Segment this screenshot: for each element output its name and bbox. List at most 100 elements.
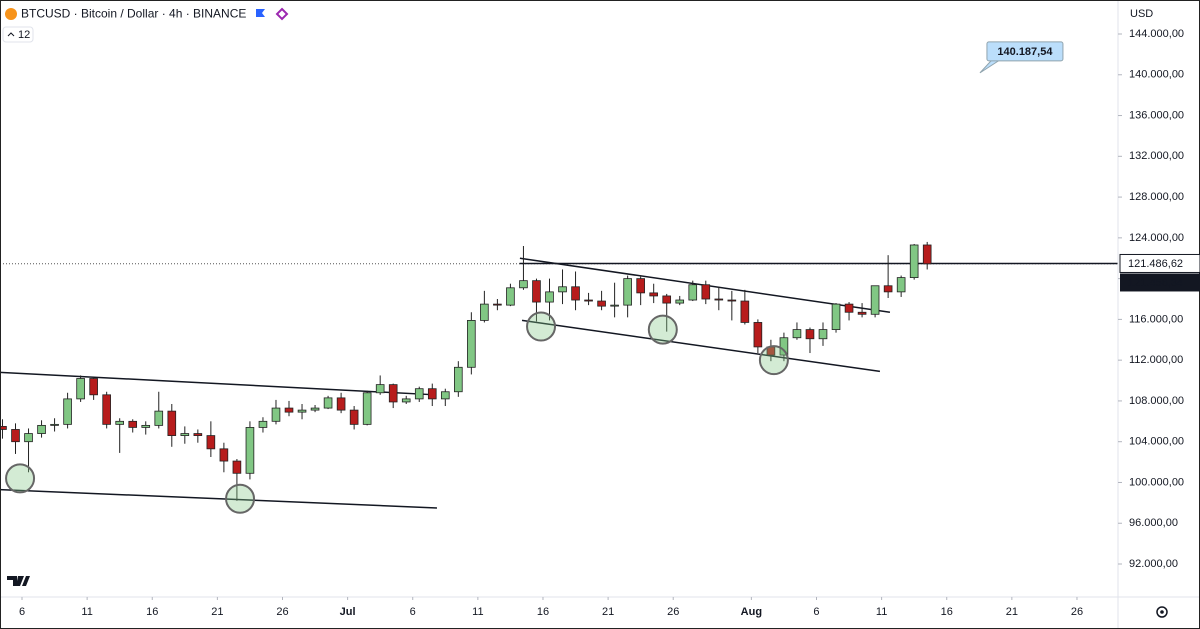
candle-body <box>154 410 164 426</box>
y-tick-label: 92.000,00 <box>1129 558 1178 570</box>
candle-body <box>467 320 476 368</box>
candle-body <box>167 410 177 436</box>
candle-body <box>740 300 750 323</box>
x-tick-label: 6 <box>813 606 819 618</box>
x-tick-label: 6 <box>19 606 25 618</box>
settings-icon-center <box>1160 610 1164 614</box>
y-tick-label: 104.000,00 <box>1129 436 1184 448</box>
candle-body <box>50 423 59 426</box>
symbol-title: BTCUSD · Bitcoin / Dollar · 4h · BINANCE <box>21 7 246 21</box>
candle-body <box>857 311 867 315</box>
candle-body <box>310 407 320 411</box>
candle-body <box>0 426 7 430</box>
last-price-box <box>1120 273 1200 292</box>
candle-body <box>63 398 72 425</box>
caret <box>7 32 15 37</box>
candle-body <box>623 278 632 306</box>
candle-body <box>649 292 658 297</box>
y-tick-label: 136.000,00 <box>1129 109 1184 121</box>
candle-body <box>701 284 711 300</box>
candle-body <box>180 433 190 436</box>
candle-body <box>571 286 580 301</box>
candle-body <box>558 286 567 293</box>
x-tick-label: 21 <box>1006 606 1018 618</box>
trendline <box>0 371 436 396</box>
y-tick-label: 116.000,00 <box>1129 313 1183 325</box>
x-tick-label: 21 <box>211 606 223 618</box>
indicator-count: 12 <box>18 29 30 41</box>
callout-label: 140.187,54 <box>997 46 1053 58</box>
candle-body <box>388 384 398 403</box>
settings-icon[interactable] <box>1156 606 1168 618</box>
x-tick-label: 26 <box>276 606 288 618</box>
candle-body <box>362 392 372 425</box>
candle-body <box>688 284 698 301</box>
x-tick-label: 26 <box>667 606 679 618</box>
x-tick-label: 21 <box>602 606 614 618</box>
indicator-box[interactable] <box>2 26 34 43</box>
candle-body <box>336 397 346 411</box>
candle-body <box>753 322 763 348</box>
price-label-box <box>1119 253 1200 273</box>
candle-body <box>89 378 98 396</box>
x-tick-label: 16 <box>941 606 953 618</box>
candle-body <box>532 280 541 303</box>
y-tick-label: 112.000,00 <box>1129 354 1183 366</box>
candle-body <box>427 388 437 400</box>
candle-body <box>493 303 502 306</box>
candle-body <box>128 420 138 428</box>
plot-area <box>0 241 1118 514</box>
candle-body <box>232 460 242 474</box>
y-tick-label: 124.000,00 <box>1129 232 1184 244</box>
candle-body <box>271 407 281 422</box>
candle-body <box>792 329 802 339</box>
y-tick-label: 144.000,00 <box>1129 28 1184 40</box>
pivot-marker <box>5 463 36 494</box>
last-price-label: 121.456,34 <box>1128 277 1183 289</box>
candle-body <box>414 388 424 400</box>
candle-body <box>323 397 333 409</box>
x-tick-label: Jul <box>340 606 356 618</box>
flag-icon[interactable] <box>256 9 265 17</box>
candle-body <box>922 244 932 265</box>
candle-body <box>896 277 906 293</box>
price-label: 121.486,62 <box>1128 258 1183 270</box>
candle-body <box>24 433 33 443</box>
currency: USD <box>1130 8 1153 20</box>
candle-body <box>662 295 672 304</box>
x-tick-label: Aug <box>741 606 762 618</box>
candle-body <box>440 391 450 400</box>
candle-body <box>519 280 528 289</box>
pivot-marker <box>758 345 789 376</box>
candle-body <box>297 409 307 413</box>
candle-body <box>844 303 854 313</box>
candle-body <box>454 366 463 393</box>
candle-body <box>284 407 294 413</box>
x-tick-label: 6 <box>410 606 416 618</box>
candle-body <box>245 427 255 474</box>
y-tick-label: 140.000,00 <box>1129 69 1184 81</box>
candle-body <box>401 398 411 403</box>
candle-body <box>102 394 111 425</box>
callout-box <box>986 41 1064 62</box>
candle-body <box>675 299 685 304</box>
candle-body <box>805 329 815 340</box>
candle-body <box>727 299 737 302</box>
candle-body <box>584 299 593 302</box>
candle-body <box>115 420 124 425</box>
candle-body <box>206 435 216 450</box>
candle-body <box>193 433 203 436</box>
x-tick-label: 11 <box>81 606 92 618</box>
candle-body <box>636 278 645 294</box>
candle-body <box>831 303 841 330</box>
y-tick-label: 128.000,00 <box>1129 191 1184 203</box>
candle-body <box>909 244 919 279</box>
candle-body <box>818 329 828 340</box>
pivot-marker <box>526 311 557 342</box>
candle-body <box>883 285 893 293</box>
pivot-marker <box>225 483 256 514</box>
alert-icon[interactable] <box>275 7 289 21</box>
trendline <box>521 319 881 373</box>
